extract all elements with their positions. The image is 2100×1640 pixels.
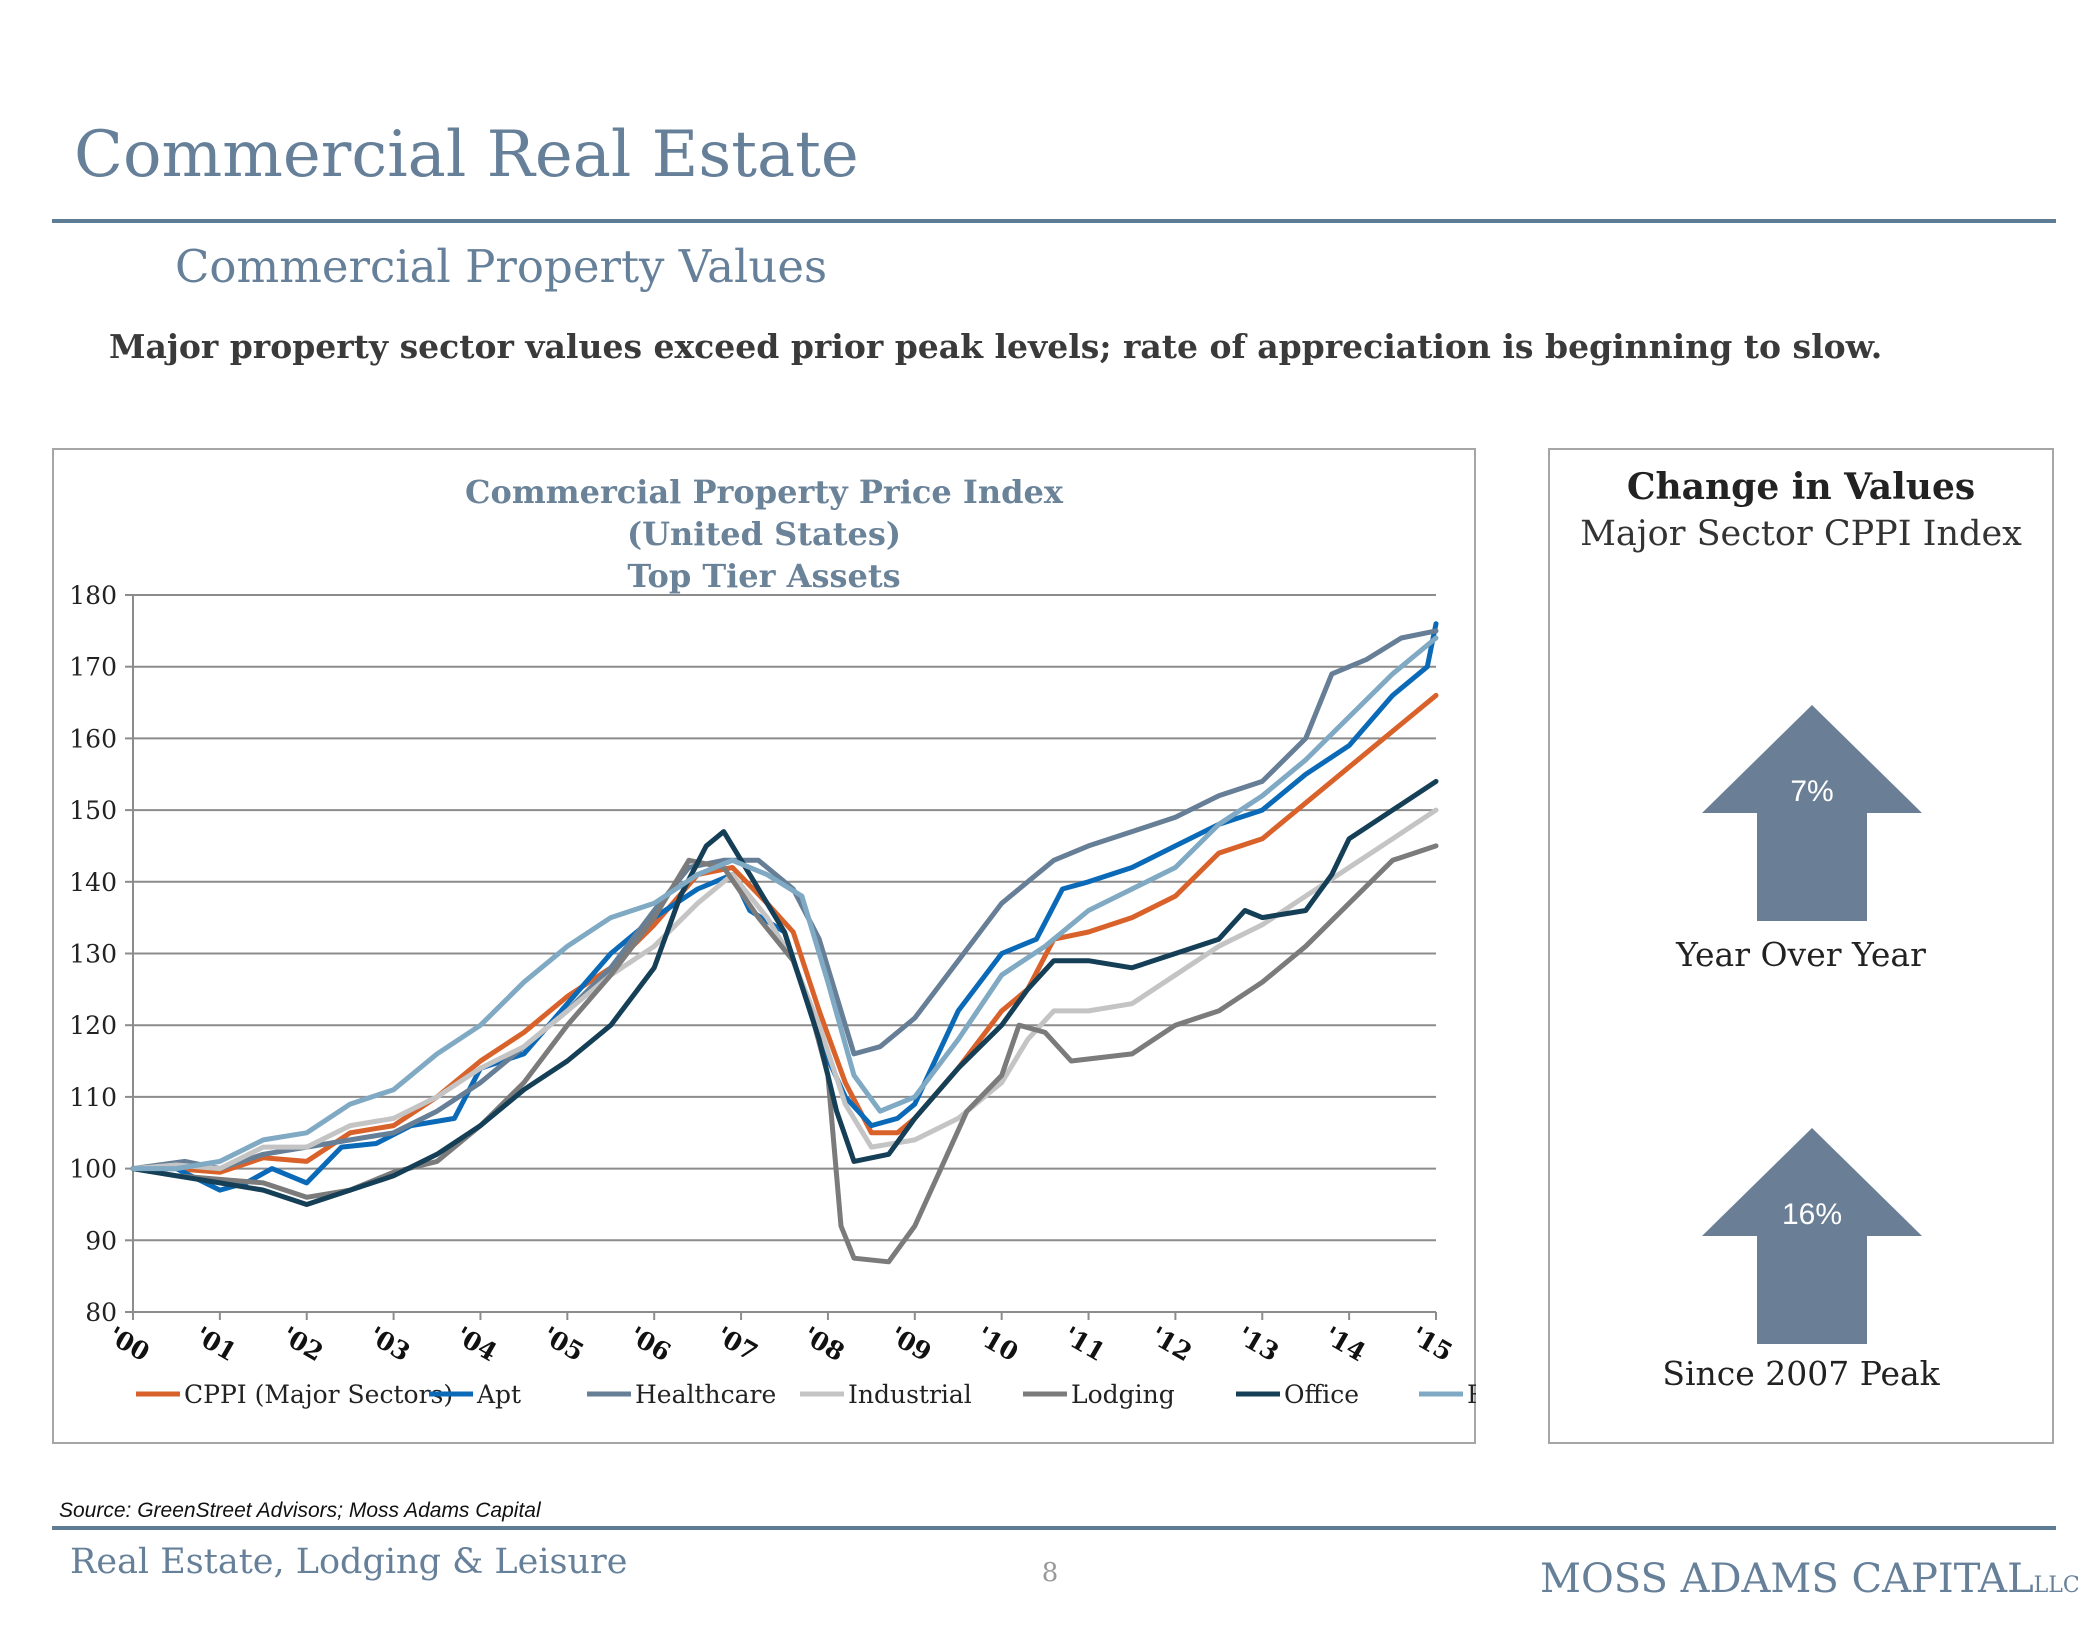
series-line-1: [130, 621, 1439, 1193]
chart-legend: CPPI (Major Sectors) Apt Healthcare Industr…: [136, 1380, 1476, 1409]
chart-title: Commercial Property Price Index (United S…: [465, 473, 1064, 595]
x-tick-label-10: '10: [972, 1321, 1023, 1367]
y-tick-label-150: 150: [69, 796, 117, 825]
legend-label-4: Lodging: [1071, 1380, 1175, 1409]
x-tick-label-0: '00: [103, 1321, 154, 1367]
y-tick-label-80: 80: [85, 1298, 117, 1327]
x-tick-label-15: '15: [1406, 1321, 1457, 1367]
x-tick-label-6: '06: [624, 1321, 675, 1367]
y-tick-label-90: 90: [85, 1226, 117, 1255]
yoy-change-value: 7%: [1790, 775, 1834, 808]
peak-up-arrow-icon: 16%: [1702, 1128, 1922, 1344]
brand-name: MOSS ADAMS CAPITAL: [1540, 1556, 2034, 1602]
yoy-up-arrow-icon: 7%: [1702, 705, 1922, 921]
header-divider: [52, 219, 2056, 223]
y-tick-label-100: 100: [69, 1155, 117, 1184]
x-axis-ticks: '00 '01 '02 '03 '04 '05 '06 '07 '08 '09 '10 '11 '12 '…: [103, 1312, 1458, 1367]
x-tick-label-12: '12: [1146, 1321, 1197, 1367]
y-tick-label-180: 180: [69, 581, 117, 610]
side-panel-subheading: Major Sector CPPI Index: [1580, 514, 2022, 554]
x-tick-label-5: '05: [538, 1321, 589, 1367]
series-line-6: [130, 635, 1439, 1172]
legend-label-5: Office: [1284, 1380, 1359, 1409]
peak-label: Since 2007 Peak: [1662, 1354, 1940, 1393]
series-line-2: [130, 628, 1439, 1172]
footer-divider: [52, 1526, 2056, 1530]
x-tick-label-11: '11: [1059, 1321, 1110, 1367]
x-tick-label-2: '02: [277, 1321, 328, 1367]
y-axis-ticks: 80 90 100 110 120 130 140 150 160 170 180: [69, 581, 133, 1327]
side-panel-heading: Change in Values: [1626, 466, 1976, 508]
legend-label-3: Industrial: [848, 1380, 972, 1409]
chart-title-line-1: (United States): [627, 515, 901, 553]
x-tick-label-7: '07: [711, 1321, 762, 1367]
series-line-0: [130, 692, 1439, 1175]
y-tick-label-120: 120: [69, 1011, 117, 1040]
series-line-3: [130, 807, 1439, 1172]
section-subtitle: Commercial Property Values: [175, 240, 828, 293]
series-line-5: [130, 778, 1439, 1207]
legend-label-0: CPPI (Major Sectors): [184, 1380, 453, 1409]
peak-change-value: 16%: [1781, 1198, 1843, 1231]
legend-label-2: Healthcare: [635, 1380, 776, 1409]
x-tick-label-1: '01: [190, 1321, 241, 1367]
y-tick-label-130: 130: [69, 940, 117, 969]
y-tick-label-140: 140: [69, 868, 117, 897]
page-title: Commercial Real Estate: [74, 118, 859, 192]
legend-label-1: Apt: [476, 1380, 521, 1409]
page-number: 8: [1041, 1558, 1059, 1588]
x-tick-label-14: '14: [1319, 1321, 1370, 1367]
y-tick-label-110: 110: [69, 1083, 117, 1112]
chart-panel: [52, 448, 1476, 1444]
x-tick-label-9: '09: [885, 1321, 936, 1367]
brand-suffix: LLC: [2033, 1573, 2080, 1598]
y-tick-label-170: 170: [69, 653, 117, 682]
y-tick-label-160: 160: [69, 724, 117, 753]
tagline: Major property sector values exceed prio…: [109, 327, 1883, 366]
x-tick-label-8: '08: [798, 1321, 849, 1367]
x-tick-label-4: '04: [451, 1321, 502, 1367]
chart-series-lines: [130, 621, 1439, 1265]
x-tick-label-3: '03: [364, 1321, 415, 1367]
chart-title-line-2: Top Tier Assets: [627, 557, 900, 595]
brand-logo-text: MOSS ADAMS CAPITALLLC: [1540, 1556, 2080, 1602]
legend-label-6: Retail: [1467, 1380, 1476, 1409]
footer-section-name: Real Estate, Lodging & Leisure: [70, 1542, 628, 1582]
chart-title-line-0: Commercial Property Price Index: [465, 473, 1064, 511]
source-note: Source: GreenStreet Advisors; Moss Adams…: [59, 1499, 541, 1522]
cppi-line-chart: Commercial Property Price Index (United S…: [69, 473, 1476, 1409]
x-tick-label-13: '13: [1233, 1321, 1284, 1367]
change-in-values-panel: [1548, 448, 2054, 1444]
yoy-label: Year Over Year: [1676, 935, 1926, 974]
